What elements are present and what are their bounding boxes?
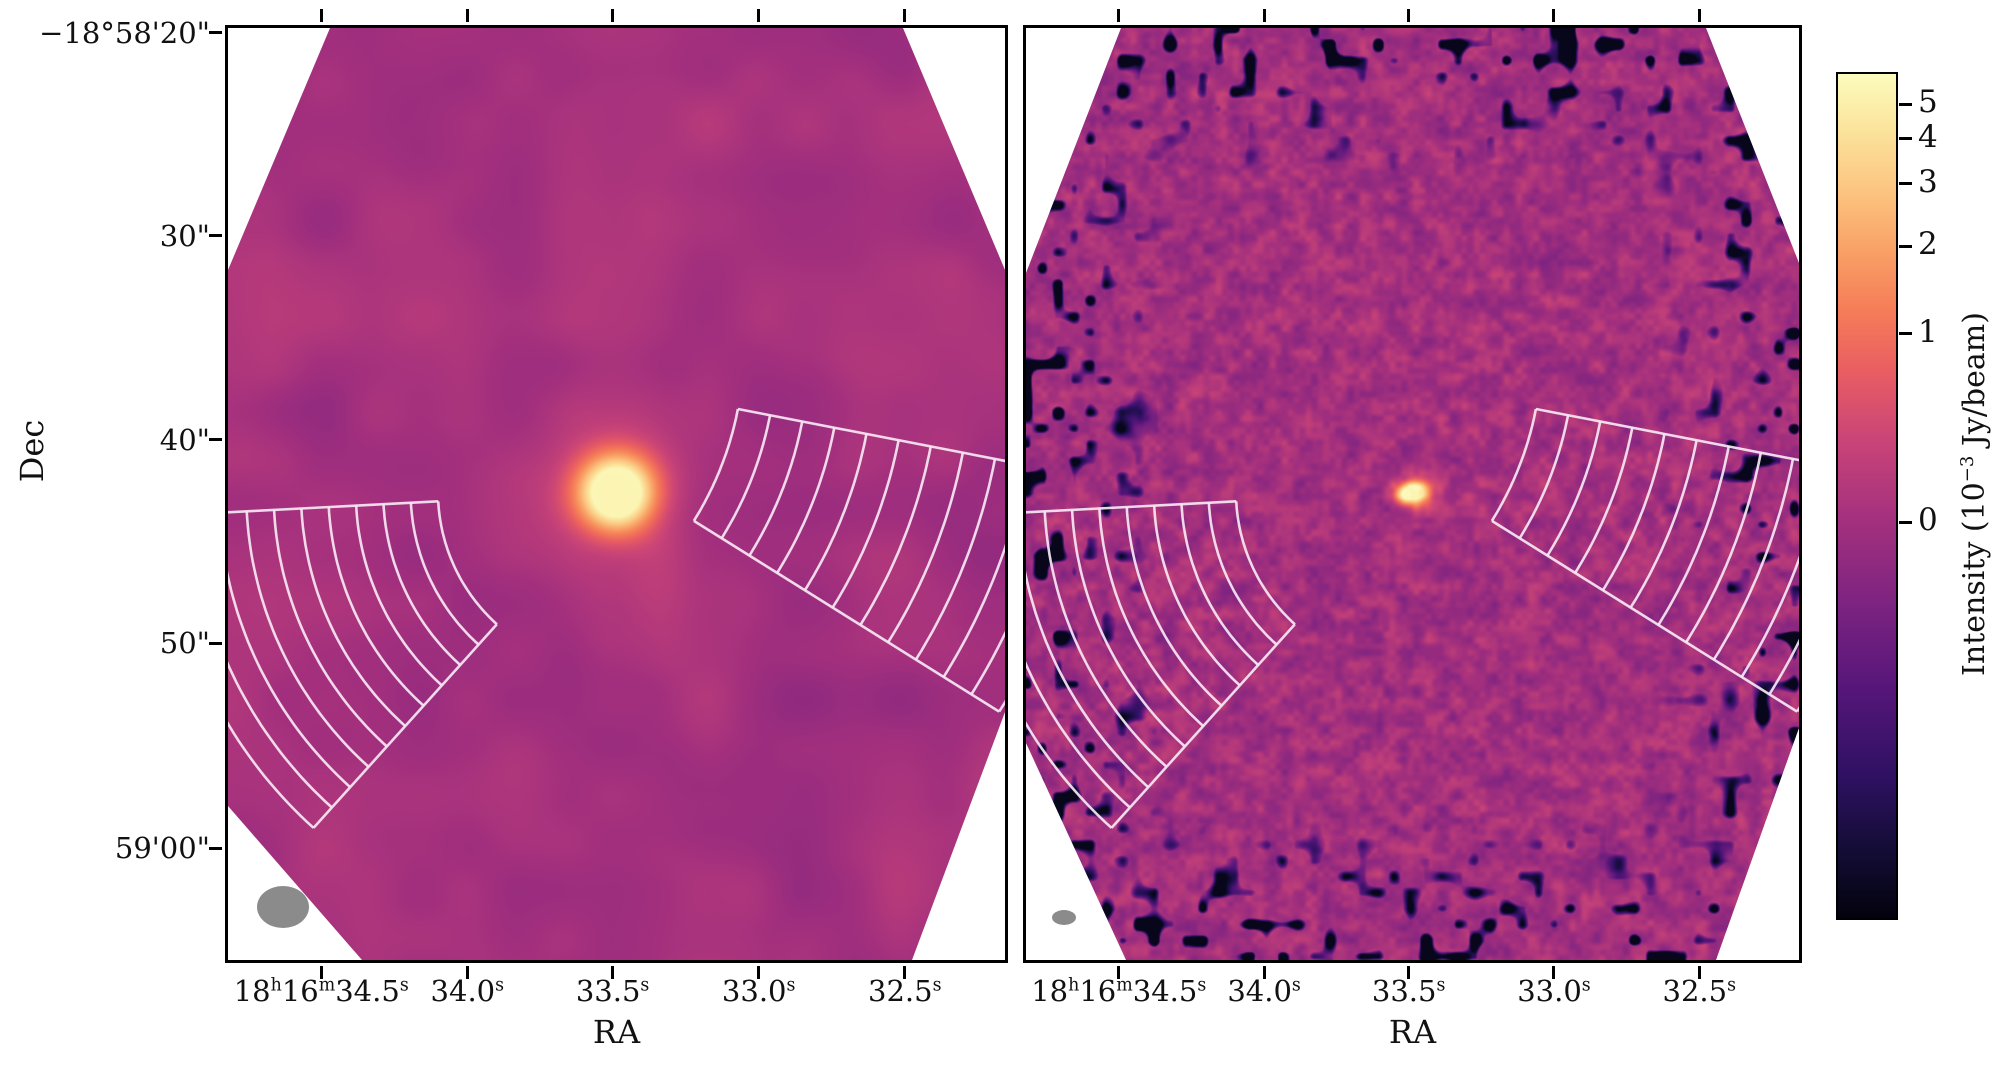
x-axis-tick (1262, 966, 1266, 979)
ra-axis-label-left: RA (592, 1013, 641, 1051)
right-map-clip (1026, 28, 1799, 960)
x-axis-tick (465, 9, 469, 22)
x-axis-tick (903, 966, 907, 979)
colorbar-tick (1899, 137, 1912, 141)
x-axis-tick (611, 9, 615, 22)
x-axis-tick (611, 966, 615, 979)
x-axis-tick-label: 32.5s (868, 974, 942, 1008)
y-axis-tick-label: −18°58'20" (39, 15, 210, 50)
x-axis-tick (319, 9, 323, 22)
x-axis-tick (757, 966, 761, 979)
x-axis-tick (1552, 9, 1556, 22)
x-axis-tick-label: 18h16m34.5s (1031, 974, 1207, 1008)
x-axis-tick (1117, 9, 1121, 22)
y-axis-tick-label: 50" (159, 626, 210, 661)
colorbar-tick-label: 2 (1918, 226, 1938, 263)
colorbar-tick (1899, 102, 1912, 106)
y-axis-tick (209, 234, 222, 238)
x-axis-tick (1697, 966, 1701, 979)
right-wedge-overlay (1026, 407, 1799, 829)
y-axis-tick-label: 30" (159, 218, 210, 253)
x-axis-tick (1697, 9, 1701, 22)
x-axis-tick-label: 34.0s (1227, 974, 1301, 1008)
x-axis-tick (1262, 9, 1266, 22)
x-axis-tick (1407, 966, 1411, 979)
x-axis-tick (1117, 966, 1121, 979)
x-axis-tick (903, 9, 907, 22)
colorbar-tick (1899, 244, 1912, 248)
y-axis-tick (209, 641, 222, 645)
y-axis-tick (209, 31, 222, 35)
right-map-canvas (1026, 28, 1799, 960)
colorbar-tick-label: 5 (1918, 84, 1938, 121)
left-wedge-overlay (228, 407, 1005, 829)
left-map-canvas (228, 28, 1005, 960)
aperture-wedge (692, 407, 1005, 713)
x-axis-tick-label: 33.0s (721, 974, 796, 1008)
colorbar-tick-label: 0 (1918, 502, 1938, 539)
aperture-wedge (1490, 407, 1799, 713)
x-axis-tick-label: 34.0s (430, 974, 505, 1008)
right-beam-ellipse (1052, 910, 1076, 925)
x-axis-tick (1407, 9, 1411, 22)
ra-axis-label-right: RA (1388, 1013, 1437, 1051)
x-axis-tick (319, 966, 323, 979)
x-axis-tick-label: 32.5s (1662, 974, 1737, 1008)
colorbar-axis-label: Intensity (10−3 Jy/beam) (1957, 312, 1992, 676)
x-axis-tick-label: 33.5s (1371, 974, 1446, 1008)
colorbar-tick (1899, 182, 1912, 186)
right-map-panel (1023, 9, 1802, 979)
y-axis-tick (209, 438, 222, 442)
y-axis-tick-label: 59'00" (114, 831, 210, 866)
colorbar (1836, 72, 1912, 920)
x-axis-tick-label: 18h16m34.5s (233, 974, 409, 1008)
y-axis-tick (209, 846, 222, 850)
aperture-wedge (228, 500, 498, 829)
left-beam-ellipse (257, 886, 309, 928)
colorbar-tick-label: 3 (1918, 163, 1938, 200)
left-map-panel (209, 9, 1008, 979)
colorbar-tick (1899, 520, 1912, 524)
y-axis-tick-label: 40" (159, 422, 210, 457)
colorbar-tick-label: 4 (1918, 118, 1938, 155)
x-axis-tick-label: 33.5s (575, 974, 650, 1008)
colorbar-tick-label: 1 (1918, 313, 1938, 350)
aperture-wedge (1026, 500, 1296, 829)
left-map-clip (228, 28, 1005, 960)
colorbar-gradient (1838, 74, 1896, 918)
colorbar-tick (1899, 332, 1912, 336)
x-axis-tick (465, 966, 469, 979)
x-axis-tick-label: 33.0s (1517, 974, 1591, 1008)
x-axis-tick (757, 9, 761, 22)
x-axis-tick (1552, 966, 1556, 979)
